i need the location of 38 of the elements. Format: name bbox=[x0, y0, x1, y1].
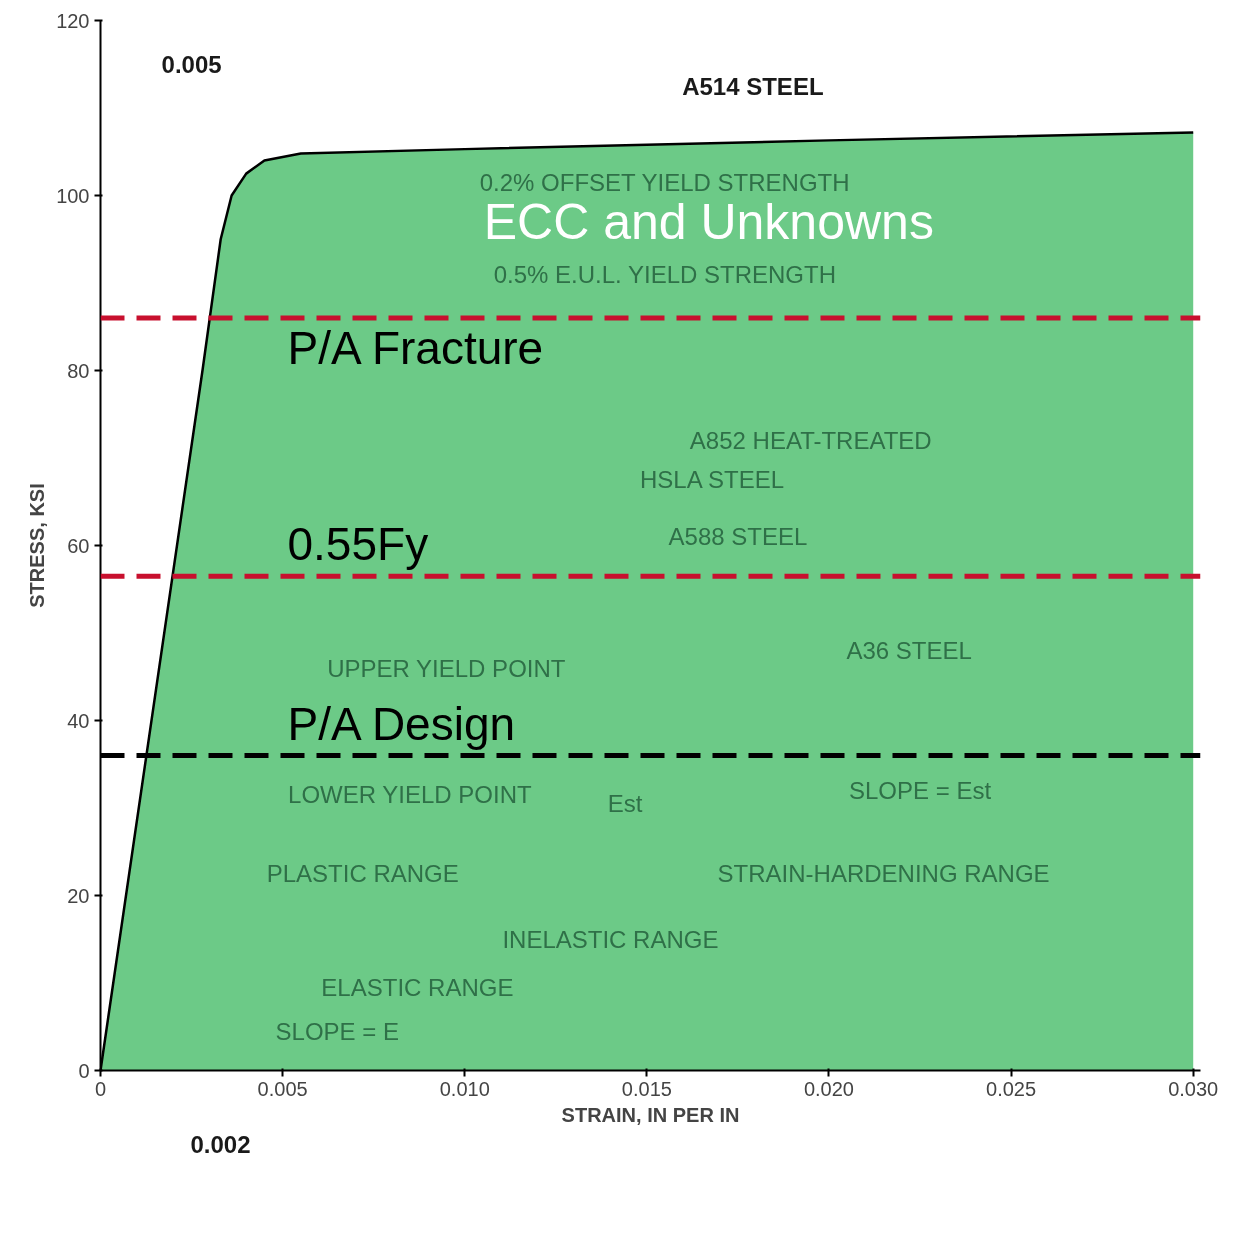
y-tick-label: 100 bbox=[56, 184, 90, 207]
annotation: A514 STEEL bbox=[682, 73, 824, 101]
text: 0.002 bbox=[190, 1130, 251, 1158]
annotation: Est bbox=[607, 790, 643, 818]
y-tick-label: 0 bbox=[78, 1059, 90, 1082]
annotation: A588 STEEL bbox=[668, 523, 808, 551]
annotation: ELASTIC RANGE bbox=[321, 973, 514, 1001]
y-tick-label: 120 bbox=[56, 9, 90, 32]
annotation: STRAIN-HARDENING RANGE bbox=[717, 860, 1050, 888]
annotation: A36 STEEL bbox=[846, 637, 972, 664]
x-tick-label: 0.010 bbox=[439, 1077, 490, 1100]
ref-line-label: P/A Design bbox=[287, 697, 516, 750]
x-tick-label: 0.005 bbox=[257, 1077, 308, 1100]
annotation: LOWER YIELD POINT bbox=[288, 781, 533, 809]
annotation: 0.5% E.U.L. YIELD STRENGTH bbox=[493, 260, 837, 288]
y-tick-label: 20 bbox=[67, 884, 90, 907]
annotation: SLOPE = E bbox=[275, 1017, 399, 1045]
annotation: SLOPE = Est bbox=[849, 777, 992, 804]
ref-line-label: P/A Fracture bbox=[287, 322, 544, 374]
y-tick-label: 40 bbox=[67, 709, 90, 732]
x-tick-label: 0.030 bbox=[1168, 1077, 1219, 1100]
annotation: ECC and Unknowns bbox=[483, 193, 934, 250]
y-tick-label: 60 bbox=[67, 534, 90, 557]
x-tick-label: 0.015 bbox=[621, 1077, 672, 1100]
x-tick-label: 0.025 bbox=[986, 1077, 1037, 1100]
annotation: INELASTIC RANGE bbox=[502, 925, 719, 953]
y-axis-title: STRESS, KSI bbox=[26, 483, 49, 608]
annotation: UPPER YIELD POINT bbox=[327, 654, 566, 682]
annotation: PLASTIC RANGE bbox=[266, 860, 459, 888]
annotation: 0.005 bbox=[161, 50, 222, 78]
x-tick-label: 0 bbox=[94, 1077, 107, 1100]
annotation: 0.2% OFFSET YIELD STRENGTH bbox=[479, 168, 850, 196]
y-tick-label: 80 bbox=[67, 359, 90, 382]
ref-line-label: 0.55Fy bbox=[287, 518, 429, 571]
annotation: A852 HEAT-TREATED bbox=[689, 427, 932, 454]
x-axis-title: STRAIN, IN PER IN bbox=[561, 1103, 740, 1126]
x-tick-label: 0.020 bbox=[803, 1077, 855, 1100]
annotation: HSLA STEEL bbox=[640, 466, 785, 494]
